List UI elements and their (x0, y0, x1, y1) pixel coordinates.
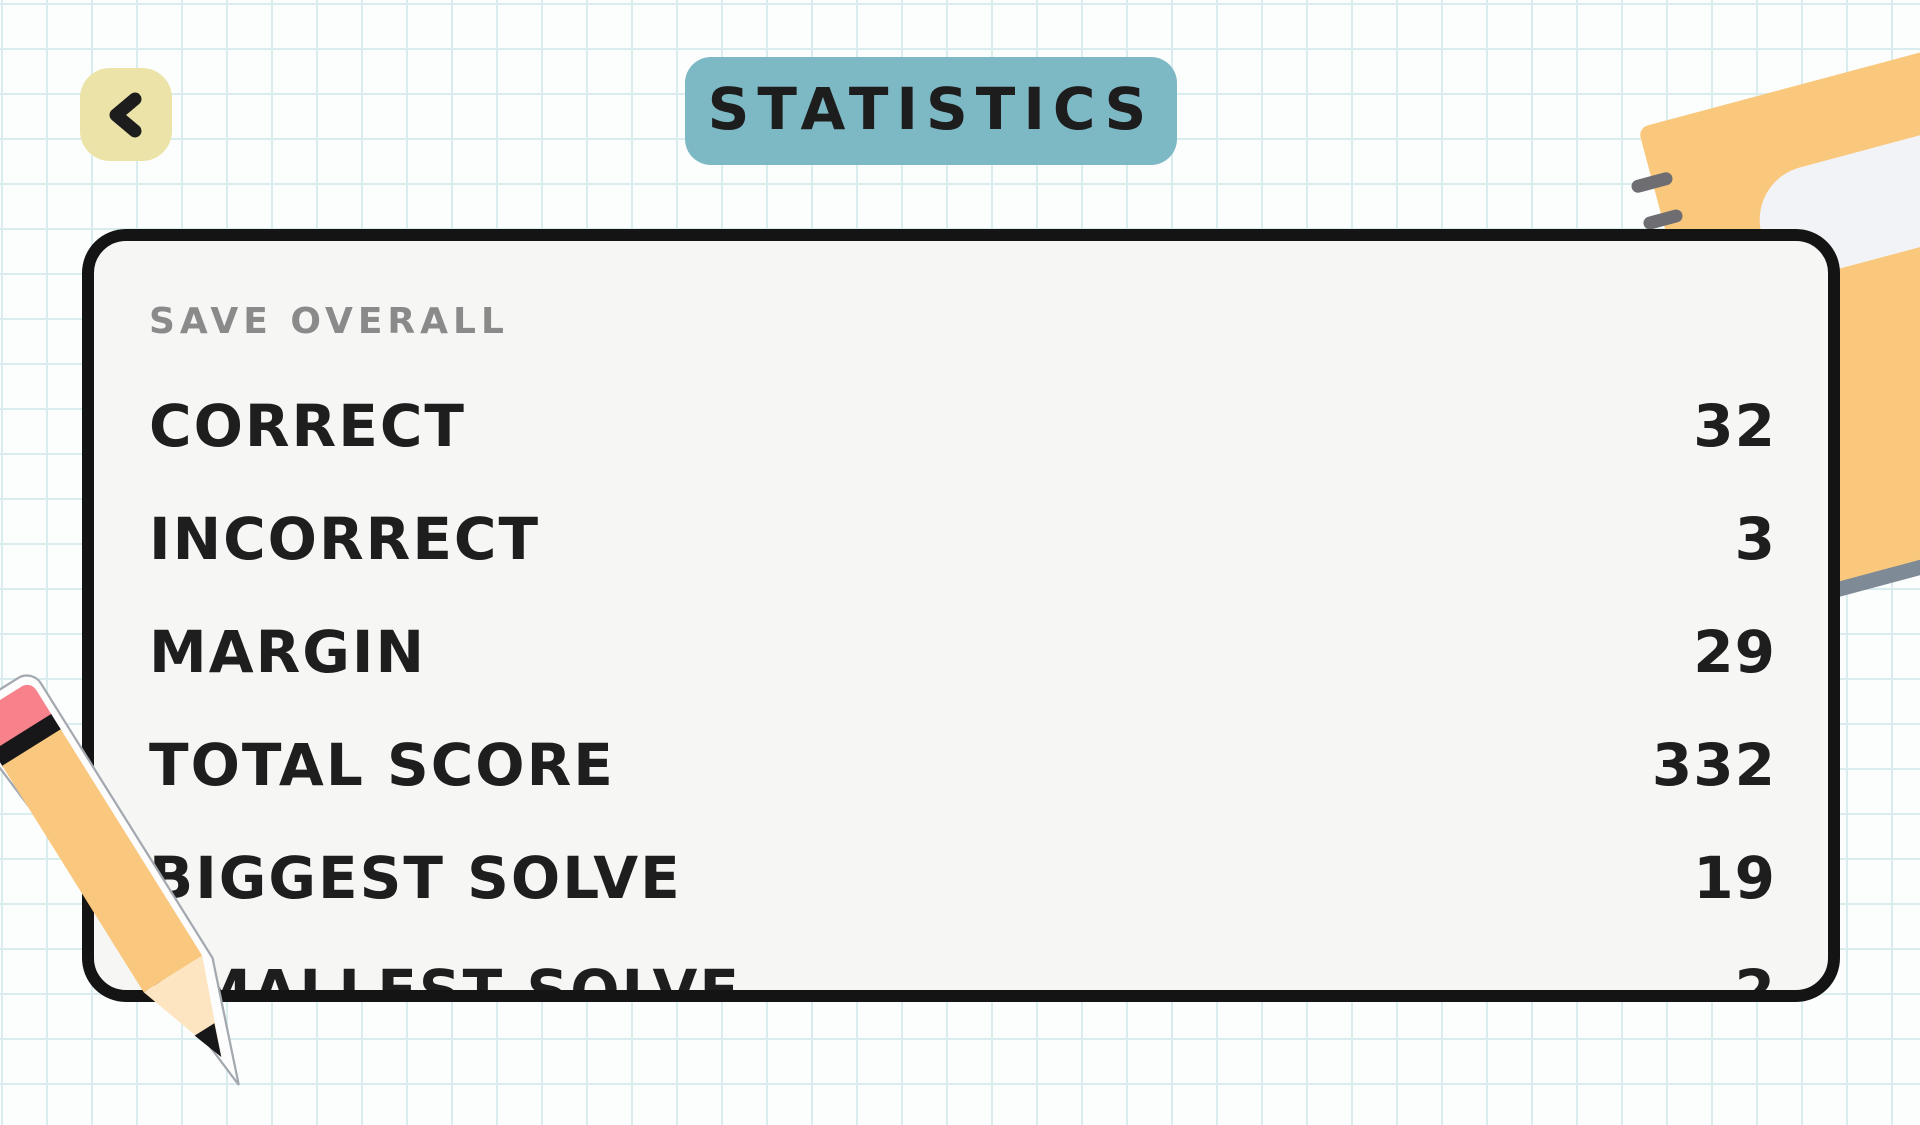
stat-row-total-score: TOTAL SCORE 332 (149, 708, 1776, 821)
back-button[interactable] (80, 68, 172, 161)
stat-label: INCORRECT (149, 504, 541, 573)
stat-value: 29 (1693, 617, 1776, 686)
stat-value: 19 (1693, 843, 1776, 912)
stat-value: 3 (1734, 504, 1776, 573)
stat-label: SMALLEST SOLVE (149, 956, 741, 1002)
stat-label: CORRECT (149, 391, 466, 460)
stat-row-margin: MARGIN 29 (149, 595, 1776, 708)
statistics-screen: { "header": { "title": "STATISTICS", "ba… (0, 0, 1920, 1086)
stat-row-smallest-solve: SMALLEST SOLVE 2 (149, 934, 1776, 1002)
stat-label: BIGGEST SOLVE (149, 843, 682, 912)
stats-panel[interactable]: SAVE OVERALL CORRECT 32 INCORRECT 3 MARG… (82, 229, 1840, 1002)
stats-panel-content: SAVE OVERALL CORRECT 32 INCORRECT 3 MARG… (94, 241, 1828, 990)
stat-row-incorrect: INCORRECT 3 (149, 482, 1776, 595)
section-label: SAVE OVERALL (149, 301, 509, 342)
stat-value: 32 (1693, 391, 1776, 460)
stat-label: TOTAL SCORE (149, 730, 615, 799)
stat-row-correct: CORRECT 32 (149, 369, 1776, 482)
stat-row-biggest-solve: BIGGEST SOLVE 19 (149, 821, 1776, 934)
stat-value: 332 (1651, 730, 1776, 799)
chevron-left-icon (103, 89, 149, 141)
page-title-banner: STATISTICS (685, 57, 1177, 165)
stat-value: 2 (1734, 956, 1776, 1002)
stat-label: MARGIN (149, 617, 426, 686)
stats-rows: CORRECT 32 INCORRECT 3 MARGIN 29 TOTAL S… (149, 369, 1776, 1002)
page-title: STATISTICS (707, 75, 1155, 143)
